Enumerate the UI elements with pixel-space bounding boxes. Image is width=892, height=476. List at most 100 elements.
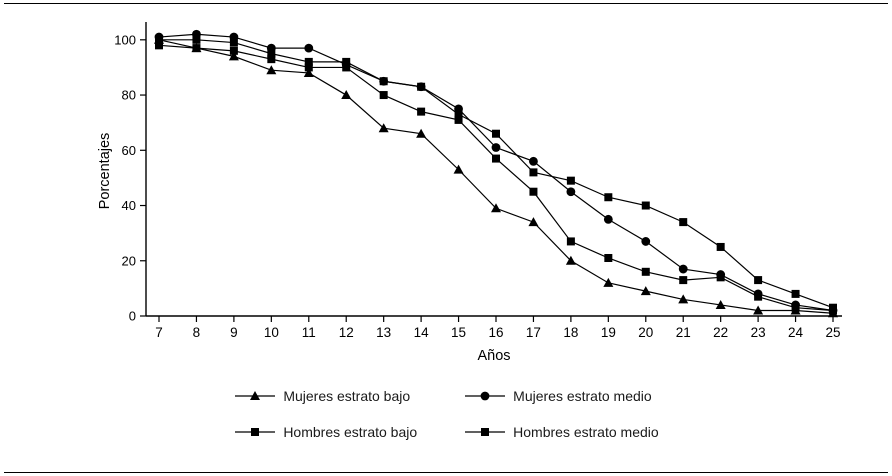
square-marker <box>304 63 313 72</box>
top-rule <box>4 3 888 4</box>
square-marker <box>192 35 201 44</box>
x-axis-label: Años <box>477 348 510 364</box>
bottom-rule <box>4 472 888 473</box>
x-tick-label: 8 <box>193 325 201 340</box>
triangle-marker <box>453 164 464 174</box>
square-marker <box>754 292 763 301</box>
y-tick-label: 20 <box>122 253 136 268</box>
triangle-marker <box>565 255 576 265</box>
series-mujeres-estrato-medio <box>154 29 838 315</box>
square-marker-icon <box>235 428 276 436</box>
square-marker <box>454 110 463 119</box>
square-marker-icon <box>465 428 506 436</box>
x-tick-label: 14 <box>414 325 430 340</box>
triangle-marker <box>678 294 689 304</box>
triangle-marker <box>303 67 314 77</box>
square-marker <box>754 276 763 285</box>
series-hombres-estrato-bajo <box>155 41 837 315</box>
square-marker <box>342 63 351 72</box>
circle-marker <box>641 237 651 246</box>
x-tick-label: 17 <box>526 325 541 340</box>
circle-marker-icon <box>465 391 506 401</box>
legend-item-hombres-medio: Hombres estrato medio <box>463 424 659 440</box>
square-marker <box>604 193 613 202</box>
square-marker <box>492 154 500 163</box>
square-marker <box>566 237 575 246</box>
square-marker <box>417 107 426 116</box>
x-tick-label: 21 <box>676 325 691 340</box>
square-marker <box>716 273 725 282</box>
square-marker <box>155 41 163 50</box>
triangle-marker <box>228 51 239 61</box>
x-tick-label: 24 <box>788 325 804 340</box>
square-marker <box>267 55 276 64</box>
circle-marker <box>529 156 538 166</box>
legend-item-hombres-bajo: Hombres estrato bajo <box>233 424 417 440</box>
x-tick-label: 25 <box>825 325 840 340</box>
square-marker <box>379 77 388 86</box>
legend-label: Mujeres estrato bajo <box>283 388 411 404</box>
circle-marker <box>304 43 314 53</box>
circle-marker <box>603 214 613 224</box>
x-tick-label: 13 <box>376 325 391 340</box>
triangle-marker <box>250 391 261 400</box>
series-hombres-estrato-medio <box>155 35 837 312</box>
x-tick-label: 9 <box>230 325 238 340</box>
triangle-marker <box>753 305 764 315</box>
x-tick-label: 20 <box>638 325 653 340</box>
circle-marker <box>678 264 688 274</box>
triangle-marker <box>491 203 501 213</box>
triangle-marker <box>715 299 726 309</box>
square-marker <box>481 428 490 436</box>
triangle-marker-icon <box>235 391 276 400</box>
triangle-marker <box>640 286 651 296</box>
legend-label: Hombres estrato bajo <box>283 424 418 440</box>
circle-marker <box>480 391 490 401</box>
square-marker <box>229 38 238 47</box>
x-tick-label: 18 <box>563 325 578 340</box>
square-marker <box>155 35 163 44</box>
y-axis-label: Porcentajes <box>97 133 113 210</box>
square-marker <box>641 267 650 276</box>
square-marker <box>679 276 688 285</box>
legend-grid: Mujeres estrato bajo Mujeres estrato med… <box>233 388 659 440</box>
triangle-marker <box>528 217 539 227</box>
circle-marker <box>566 187 576 197</box>
circle-marker <box>491 143 501 152</box>
x-tick-label: 22 <box>713 325 728 340</box>
square-marker <box>251 428 260 436</box>
y-tick-label: 100 <box>114 32 136 47</box>
square-marker <box>379 91 388 100</box>
square-marker <box>641 201 650 210</box>
triangle-marker <box>266 65 277 75</box>
line-chart: 0 20 40 60 80 100 7 8 9 10 11 12 13 14 15 16 17 18 19 20 21 2… <box>96 12 856 385</box>
legend-item-mujeres-bajo: Mujeres estrato bajo <box>233 388 417 404</box>
legend: Mujeres estrato bajo Mujeres estrato med… <box>0 388 892 440</box>
square-marker <box>529 187 538 196</box>
square-marker <box>679 218 688 227</box>
square-marker <box>566 176 575 185</box>
square-marker <box>192 44 201 53</box>
square-marker <box>829 303 837 312</box>
triangle-marker <box>603 277 614 287</box>
square-marker <box>229 46 238 55</box>
x-tick-label: 7 <box>155 325 163 340</box>
square-marker <box>304 57 313 66</box>
square-marker <box>791 289 800 298</box>
x-tick-label: 12 <box>339 325 354 340</box>
triangle-marker <box>341 90 352 100</box>
triangle-marker <box>416 128 427 138</box>
x-tick-label: 10 <box>264 325 279 340</box>
square-marker <box>492 129 500 138</box>
legend-item-mujeres-medio: Mujeres estrato medio <box>463 388 659 404</box>
x-tick-label: 15 <box>451 325 466 340</box>
y-tick-label: 0 <box>129 309 136 324</box>
square-marker <box>529 168 538 177</box>
square-marker <box>716 242 725 251</box>
chart-svg: 0 20 40 60 80 100 7 8 9 10 11 12 13 14 15 16 17 18 19 20 21 2… <box>97 22 842 364</box>
x-tick-label: 11 <box>302 325 316 340</box>
x-tick-label: 16 <box>488 325 503 340</box>
square-marker <box>604 254 613 262</box>
square-marker <box>454 115 463 124</box>
square-marker <box>342 57 351 66</box>
